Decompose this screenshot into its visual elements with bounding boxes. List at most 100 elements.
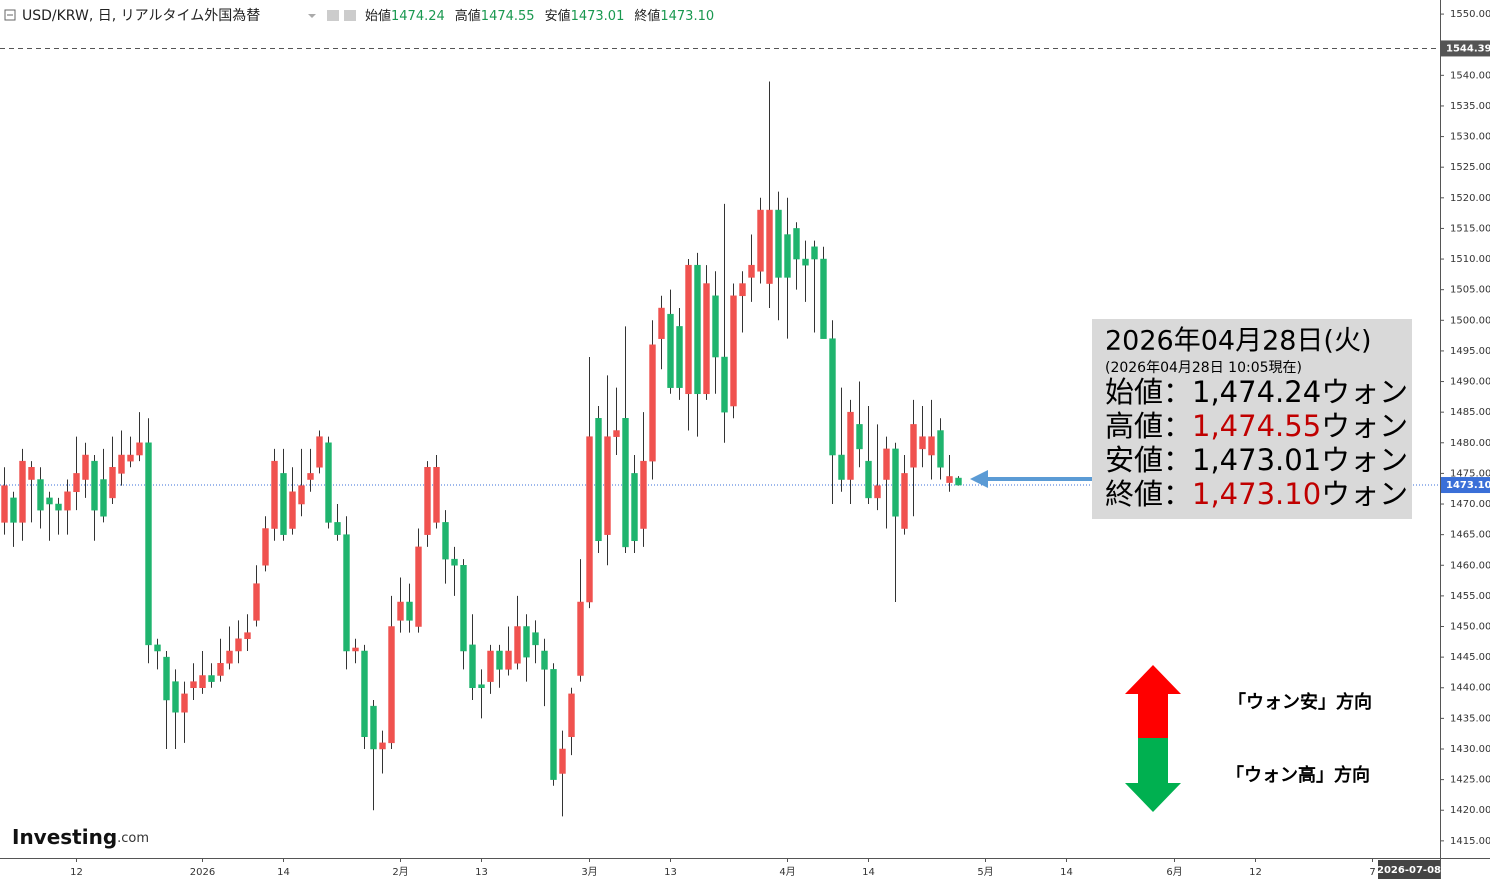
candle-body xyxy=(586,436,593,603)
candle-body xyxy=(676,326,683,388)
y-tick-label: 1520.00 xyxy=(1450,193,1490,204)
y-tick-label: 1550.00 xyxy=(1450,9,1490,20)
y-tick-label: 1460.00 xyxy=(1450,560,1490,571)
y-tick-label: 1485.00 xyxy=(1450,407,1490,418)
candle-body xyxy=(622,418,629,548)
logo-name: Investing xyxy=(12,825,117,849)
candle-body xyxy=(883,448,890,480)
candle-body xyxy=(145,442,152,646)
row-label: 安値： xyxy=(1105,443,1192,477)
candle-body xyxy=(55,503,62,511)
header-title: USD/KRW, 日, リアルタイム外国為替 xyxy=(22,8,260,24)
cursor-date-bg xyxy=(1378,860,1440,879)
ohlc-label: 高値 xyxy=(455,8,481,24)
ohlc-label: 安値 xyxy=(545,8,571,24)
y-tick-label: 1500.00 xyxy=(1450,315,1490,326)
candle-body xyxy=(658,307,665,339)
candle-body xyxy=(37,479,44,511)
candle-body xyxy=(181,693,188,713)
y-tick-label: 1455.00 xyxy=(1450,591,1490,602)
x-tick-label: 3月 xyxy=(581,866,597,878)
candle-body xyxy=(442,522,449,560)
candle-body xyxy=(397,601,404,621)
candle-body xyxy=(631,473,638,542)
ohlc-value: 1474.55 xyxy=(481,9,535,24)
candle-body xyxy=(595,418,602,542)
candle-body xyxy=(433,467,440,523)
y-tick-label: 1470.00 xyxy=(1450,499,1490,510)
annotation-row: 高値：1,474.55ウォン xyxy=(1105,409,1408,443)
candle-body xyxy=(577,601,584,676)
candle-body xyxy=(559,748,566,774)
candle-body xyxy=(154,644,161,652)
candle-body xyxy=(739,283,746,297)
candle-body xyxy=(496,650,503,670)
y-tick-label: 1440.00 xyxy=(1450,683,1490,694)
y-tick-label: 1415.00 xyxy=(1450,836,1490,847)
candle-body xyxy=(955,477,962,486)
candle-body xyxy=(10,497,17,523)
row-value: 1,473.10 xyxy=(1192,477,1321,511)
candle-body xyxy=(262,528,269,566)
candle-body xyxy=(523,626,530,658)
annotation-date: 2026年04月28日(火) xyxy=(1105,326,1372,357)
candle-body xyxy=(172,681,179,713)
row-value: 1,473.01 xyxy=(1192,443,1321,477)
candle-body xyxy=(334,522,341,535)
y-tick-label: 1420.00 xyxy=(1450,805,1490,816)
candle-body xyxy=(271,460,278,529)
row-label: 終値： xyxy=(1105,477,1192,511)
x-tick-label: 12 xyxy=(1249,867,1262,878)
candle-body xyxy=(100,479,107,517)
candle-body xyxy=(910,424,917,468)
candle-body xyxy=(73,473,80,493)
candle-body xyxy=(937,430,944,468)
candle-body xyxy=(613,430,620,437)
candle-body xyxy=(532,632,539,646)
candle-body xyxy=(838,454,845,480)
y-tick-label: 1445.00 xyxy=(1450,652,1490,663)
candle-body xyxy=(298,485,305,505)
ohlc-value: 1473.01 xyxy=(571,9,625,24)
row-unit: ウォン xyxy=(1321,375,1408,409)
y-tick-label: 1430.00 xyxy=(1450,744,1490,755)
candle-body xyxy=(901,473,908,529)
x-tick-label: 14 xyxy=(277,867,290,878)
row-unit: ウォン xyxy=(1321,477,1408,511)
x-tick-label: 2月 xyxy=(392,866,408,878)
candle-body xyxy=(748,264,755,278)
candle-body xyxy=(514,626,521,664)
candle-body xyxy=(505,650,512,670)
candle-body xyxy=(316,436,323,468)
annotation-asof: (2026年04月28日 10:05現在) xyxy=(1105,360,1302,376)
candle-body xyxy=(919,436,926,450)
candle-body xyxy=(208,675,215,682)
candle-body xyxy=(550,669,557,780)
candle-body xyxy=(793,228,800,260)
candle-body xyxy=(694,264,701,395)
candle-body xyxy=(478,684,485,688)
y-tick-label: 1540.00 xyxy=(1450,70,1490,81)
ohlc-value: 1473.10 xyxy=(660,9,714,24)
candle-body xyxy=(568,693,575,737)
y-tick-label: 1535.00 xyxy=(1450,101,1490,112)
candle-body xyxy=(703,283,710,395)
x-tick-label: 6月 xyxy=(1166,866,1182,878)
candle-body xyxy=(757,209,764,272)
candle-body xyxy=(406,601,413,621)
x-tick-label: 14 xyxy=(1060,867,1073,878)
candle-body xyxy=(64,491,71,511)
y-tick-label: 1510.00 xyxy=(1450,254,1490,265)
y-tick-label: 1530.00 xyxy=(1450,132,1490,143)
y-tick-label: 1490.00 xyxy=(1450,377,1490,388)
header-tools xyxy=(308,10,356,21)
candle-body xyxy=(190,681,197,688)
candle-body xyxy=(541,650,548,670)
annotation-row: 始値：1,474.24ウォン xyxy=(1105,375,1408,409)
x-tick-label: 4月 xyxy=(779,866,795,878)
logo: Investing.com xyxy=(12,825,149,849)
candle-body xyxy=(226,650,233,664)
candle-body xyxy=(712,295,719,358)
candle-body xyxy=(604,436,611,535)
